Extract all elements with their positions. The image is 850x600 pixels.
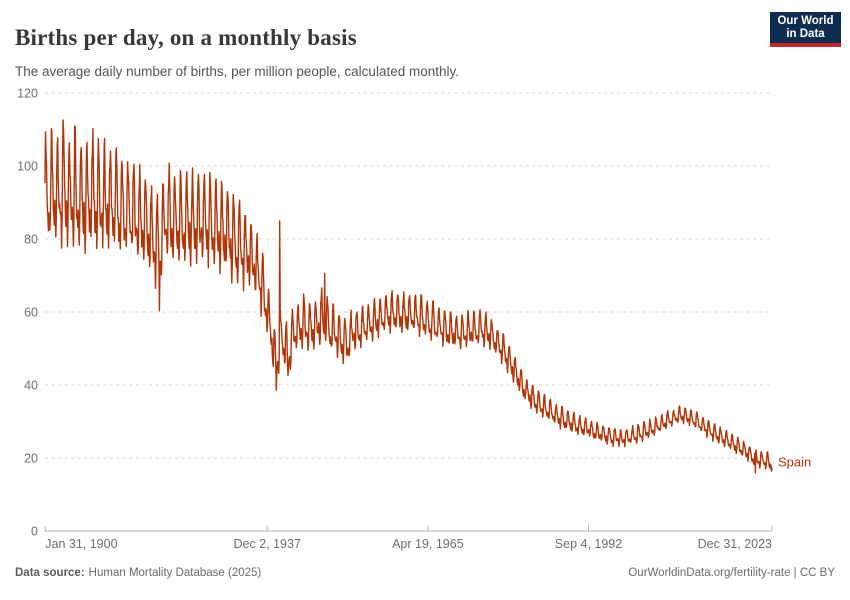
page-title: Births per day, on a monthly basis (15, 25, 357, 51)
chart-footer: Data source: Human Mortality Database (20… (15, 567, 835, 579)
owid-logo-line2: in Data (786, 27, 825, 40)
data-source-value: Human Mortality Database (2025) (88, 567, 262, 579)
x-axis-tick-label: Dec 31, 2023 (698, 537, 772, 551)
y-axis-tick-label: 40 (24, 379, 38, 393)
y-axis-tick-label: 20 (24, 452, 38, 466)
y-axis-tick-label: 120 (17, 87, 38, 101)
x-axis-tick-label: Dec 2, 1937 (234, 537, 301, 551)
y-axis-tick-label: 80 (24, 233, 38, 247)
owid-logo-line1: Our World (777, 14, 834, 27)
line-chart-canvas[interactable]: 0 20 40 60 80 100 120 Jan 31, 1900 Dec 2, 1937 Ap… (0, 0, 850, 560)
y-axis-tick-label: 0 (31, 525, 38, 539)
series-label-spain: Spain (778, 455, 811, 470)
page-subtitle: The average daily number of births, per … (15, 63, 459, 79)
spain-line-series[interactable] (44, 119, 773, 474)
y-axis-tick-label: 100 (17, 160, 38, 174)
attribution-link[interactable]: OurWorldinData.org/fertility-rate | CC B… (628, 567, 835, 579)
y-axis-tick-label: 60 (24, 306, 38, 320)
x-axis-tick-label: Apr 19, 1965 (392, 537, 464, 551)
x-axis-tick-label: Jan 31, 1900 (45, 537, 117, 551)
x-axis-tick-label: Sep 4, 1992 (555, 537, 622, 551)
owid-logo[interactable]: Our World in Data (770, 12, 841, 47)
data-source-label: Data source: (15, 567, 85, 579)
data-source: Data source: Human Mortality Database (20… (15, 567, 261, 579)
